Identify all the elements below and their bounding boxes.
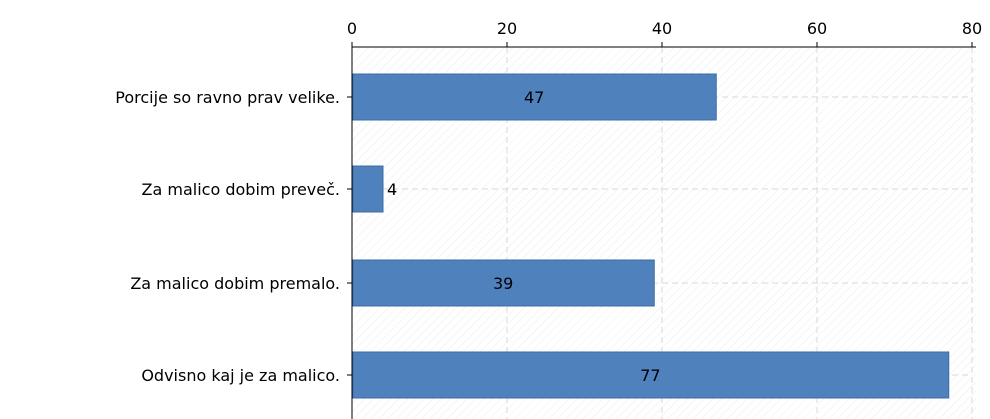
category-label: Porcije so ravno prav velike. xyxy=(115,88,340,107)
x-tick-label: 80 xyxy=(962,19,982,38)
bar xyxy=(352,73,717,121)
data-label: 4 xyxy=(387,180,397,199)
data-label: 39 xyxy=(493,274,513,293)
data-label: 77 xyxy=(640,366,660,385)
x-tick-label: 20 xyxy=(497,19,517,38)
category-label: Za malico dobim premalo. xyxy=(130,274,340,293)
bars xyxy=(352,73,950,399)
x-axis-ticks: 0 20 40 60 80 xyxy=(347,19,982,47)
x-tick-label: 0 xyxy=(347,19,357,38)
category-label: Odvisno kaj je za malico. xyxy=(141,366,340,385)
data-labels: 47 4 39 77 xyxy=(387,88,661,385)
bar xyxy=(352,351,950,399)
bar xyxy=(352,165,384,213)
category-label: Za malico dobim preveč. xyxy=(142,180,340,199)
x-tick-label: 60 xyxy=(807,19,827,38)
category-labels: Porcije so ravno prav velike. Za malico d… xyxy=(115,88,352,385)
x-tick-label: 40 xyxy=(652,19,672,38)
data-label: 47 xyxy=(524,88,544,107)
axes xyxy=(351,46,976,419)
bar xyxy=(352,259,655,307)
